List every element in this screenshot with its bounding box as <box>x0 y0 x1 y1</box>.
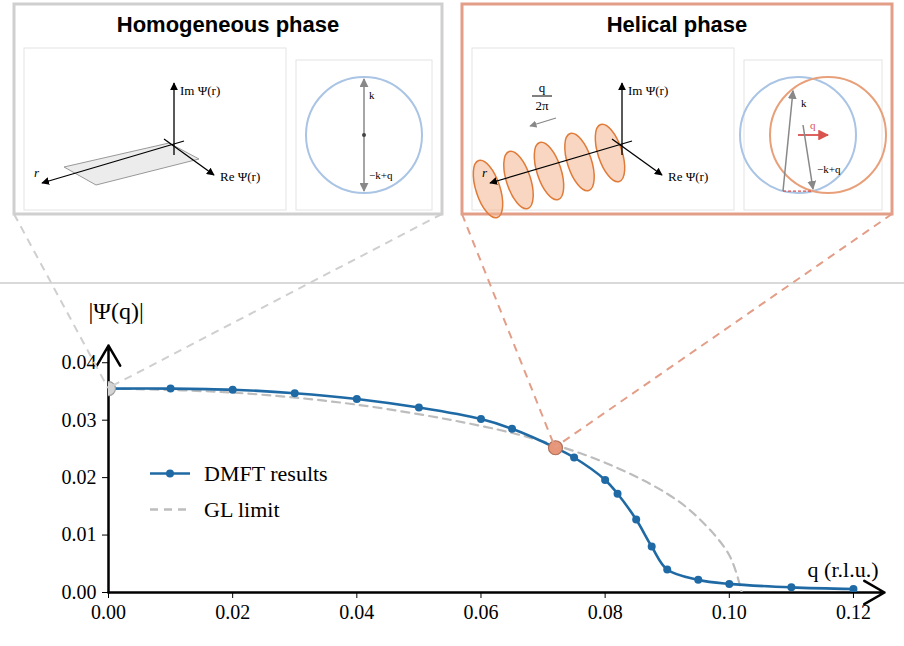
svg-text:Re Ψ(r): Re Ψ(r) <box>220 169 260 184</box>
svg-text:−k+q: −k+q <box>817 163 841 175</box>
svg-text:2π: 2π <box>535 98 549 113</box>
svg-text:0.04: 0.04 <box>62 351 97 373</box>
svg-text:r: r <box>482 165 488 180</box>
svg-text:0.08: 0.08 <box>588 601 623 623</box>
svg-text:DMFT results: DMFT results <box>204 461 328 486</box>
svg-text:−k+q: −k+q <box>369 169 393 181</box>
svg-text:Im Ψ(r): Im Ψ(r) <box>628 83 668 98</box>
svg-text:0.02: 0.02 <box>215 601 250 623</box>
svg-text:Homogeneous phase: Homogeneous phase <box>117 12 339 37</box>
svg-text:q: q <box>539 80 546 95</box>
svg-text:0.04: 0.04 <box>339 601 374 623</box>
svg-text:Helical phase: Helical phase <box>607 12 748 37</box>
svg-text:0.00: 0.00 <box>91 601 126 623</box>
svg-text:0.06: 0.06 <box>463 601 498 623</box>
svg-text:k: k <box>369 89 375 101</box>
svg-text:0.01: 0.01 <box>62 523 97 545</box>
svg-text:Im Ψ(r): Im Ψ(r) <box>180 83 220 98</box>
svg-text:0.10: 0.10 <box>712 601 747 623</box>
svg-text:k: k <box>801 97 807 109</box>
svg-text:0.03: 0.03 <box>62 409 97 431</box>
svg-text:0.12: 0.12 <box>836 601 871 623</box>
svg-text:q: q <box>810 119 816 131</box>
svg-text:0.00: 0.00 <box>62 581 97 603</box>
svg-text:Re Ψ(r): Re Ψ(r) <box>668 169 708 184</box>
svg-text:q (r.l.u.): q (r.l.u.) <box>808 557 879 582</box>
svg-text:r: r <box>34 165 40 180</box>
svg-text:GL limit: GL limit <box>204 497 280 522</box>
svg-text:|Ψ(q)|: |Ψ(q)| <box>89 298 144 324</box>
svg-text:0.02: 0.02 <box>62 466 97 488</box>
